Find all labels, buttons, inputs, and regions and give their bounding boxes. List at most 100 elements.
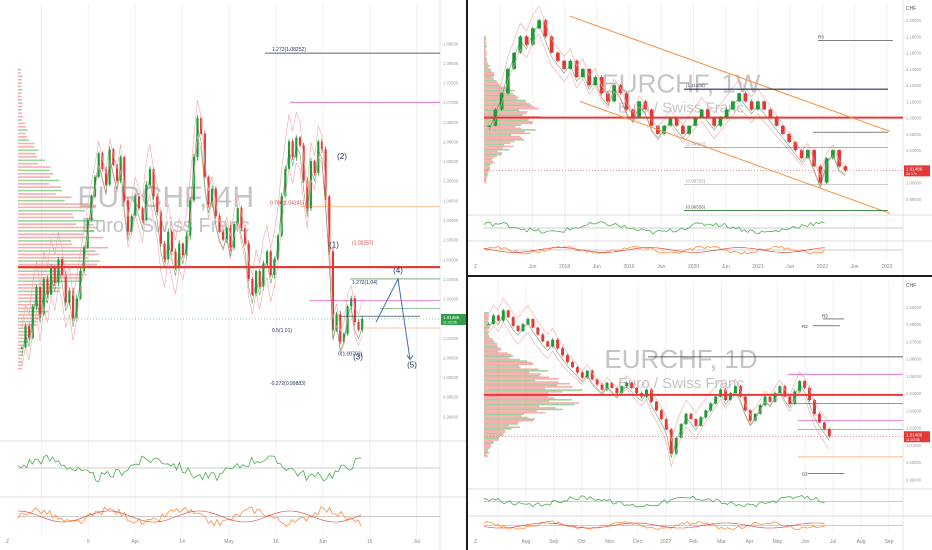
candle-body — [189, 200, 192, 236]
volume-profile-bar — [484, 405, 540, 408]
volume-profile-bar — [18, 203, 94, 205]
y-tick-label: 1.09000 — [906, 305, 922, 310]
volume-profile-bar — [18, 82, 23, 84]
volume-profile-bar — [484, 440, 494, 443]
upper-band — [488, 5, 846, 178]
horizontal-divider[interactable] — [468, 275, 932, 277]
x-tick-label: Jun — [786, 264, 794, 270]
candle-body — [788, 396, 792, 404]
candle-body — [148, 168, 152, 185]
candle-body — [812, 150, 817, 167]
volume-profile-bar — [484, 40, 486, 43]
volume-profile-bar — [484, 37, 487, 39]
upper-band — [488, 298, 830, 442]
fib-label: 0.5(1.01) — [272, 328, 292, 334]
fib-label: -0.272(0.99883) — [270, 381, 306, 387]
volume-profile-bar — [18, 109, 22, 111]
x-tick-label: Jul — [413, 539, 419, 545]
candle-body — [357, 322, 360, 330]
volume-profile-bar — [484, 93, 514, 95]
chart-panel-1w[interactable]: EURCHF, 1W Euro / Swiss Franc 1.20000 1.180… — [468, 0, 932, 275]
volume-profile-bar — [18, 226, 98, 229]
candle-body — [104, 168, 108, 185]
candle-body — [712, 117, 717, 126]
volume-profile-bar — [484, 315, 490, 317]
volume-profile-bar — [484, 453, 487, 456]
candle-body — [335, 314, 338, 330]
volume-profile-bar — [484, 324, 489, 327]
volume-profile-bar — [484, 91, 505, 94]
volume-profile-bar — [484, 125, 516, 128]
x-tick-label: Jun — [801, 539, 809, 545]
candle-body — [309, 161, 313, 209]
candle-body — [313, 161, 316, 173]
y-tick-label: 1.06000 — [906, 357, 922, 362]
chart-panel-4h[interactable]: EURCHF, 4H Euro / Swiss Franc 1.08500 1.080… — [0, 0, 466, 550]
volume-profile-bar — [18, 196, 72, 199]
candle-body — [521, 324, 525, 332]
chart-panel-1d[interactable]: EURCHF, 1D Euro / Swiss Franc 1.09000 1.080… — [468, 277, 932, 550]
volume-profile-bar — [484, 50, 486, 53]
candle-body — [689, 413, 693, 419]
volume-profile-bar — [18, 280, 81, 283]
volume-profile-bar — [18, 357, 22, 360]
candle-body — [243, 227, 247, 244]
volume-profile-bar — [484, 386, 573, 388]
volume-profile-bar — [18, 166, 51, 168]
x-tick-label: Jun — [593, 264, 601, 270]
candle-body — [141, 208, 144, 220]
volume-profile-bar — [484, 365, 520, 367]
trailing-line — [21, 126, 363, 357]
volume-profile-bar — [484, 361, 533, 364]
candle-body — [174, 251, 177, 268]
y-tick-label: 1.20000 — [906, 18, 922, 23]
volume-profile-bar — [18, 347, 24, 350]
candle-body — [615, 387, 619, 394]
volume-profile-bar — [484, 416, 529, 419]
y-tick-label: 0.98000 — [906, 197, 922, 202]
candle-body — [762, 101, 767, 110]
level-label: (0.99725) — [686, 179, 706, 184]
volume-profile-bar — [484, 38, 487, 41]
volume-profile-bar — [18, 72, 22, 74]
y-tick-label: 1.08000 — [443, 61, 459, 66]
candle-body — [211, 188, 214, 205]
candle-body — [843, 166, 848, 171]
volume-profile-bar — [484, 53, 487, 56]
volume-profile-bar — [484, 410, 537, 412]
candle-body — [53, 267, 56, 283]
y-tick-label: 1.00000 — [443, 375, 459, 380]
volume-profile-bar — [484, 452, 490, 454]
y-tick-label: 0.99000 — [906, 477, 922, 482]
volume-profile-bar — [484, 345, 498, 348]
volume-profile-bar — [18, 122, 26, 125]
x-tick-label: Apr — [131, 539, 139, 545]
fib-label: (1.02257) — [352, 241, 374, 247]
candle-body — [793, 391, 797, 404]
candle-body — [331, 251, 335, 330]
candle-body — [645, 389, 649, 397]
candle-body — [225, 227, 228, 240]
volume-profile-bar — [484, 78, 494, 80]
candle-body — [222, 231, 225, 240]
candle-body — [320, 141, 324, 150]
vertical-divider[interactable] — [466, 0, 468, 550]
volume-profile-bar — [18, 250, 96, 252]
x-tick-label: Feb — [689, 539, 698, 545]
candle-body — [637, 101, 642, 118]
candle-body — [799, 150, 804, 159]
y-tick-label: 1.08000 — [906, 116, 922, 121]
volume-profile-bar — [18, 367, 23, 370]
volume-profile-bar — [484, 81, 498, 84]
volume-profile-bar — [484, 101, 527, 103]
volume-profile-bar — [484, 79, 497, 82]
volume-profile-bar — [18, 243, 73, 246]
candle-body — [115, 165, 119, 181]
price-tag-sub: 11:03:05 — [906, 438, 920, 442]
y-tick-label: 1.05500 — [443, 159, 459, 164]
volume-profile-bar — [484, 171, 488, 174]
volume-profile-bar — [18, 354, 23, 356]
